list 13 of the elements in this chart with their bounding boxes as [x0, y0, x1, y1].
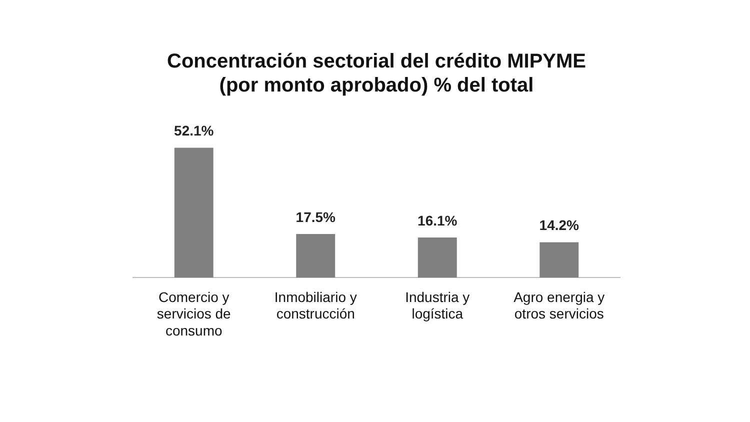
data-label: 17.5% — [296, 208, 336, 225]
x-tick-label: Industria y logística — [405, 288, 470, 322]
bar — [296, 234, 336, 278]
bar — [418, 237, 457, 278]
x-tick-label: Inmobiliario y construcción — [274, 288, 357, 322]
x-tick-label: Agro energia y otros servicios — [514, 288, 605, 322]
x-tick-label: Comercio y servicios de consumo — [156, 288, 232, 338]
data-label: 16.1% — [418, 212, 458, 228]
chart-title: Concentración sectorial del crédito MIPYME (por monto aprobado) % del total — [167, 50, 586, 97]
bar — [174, 148, 214, 278]
bar — [540, 242, 579, 278]
data-label: 52.1% — [174, 122, 214, 139]
data-label: 14.2% — [539, 217, 580, 234]
